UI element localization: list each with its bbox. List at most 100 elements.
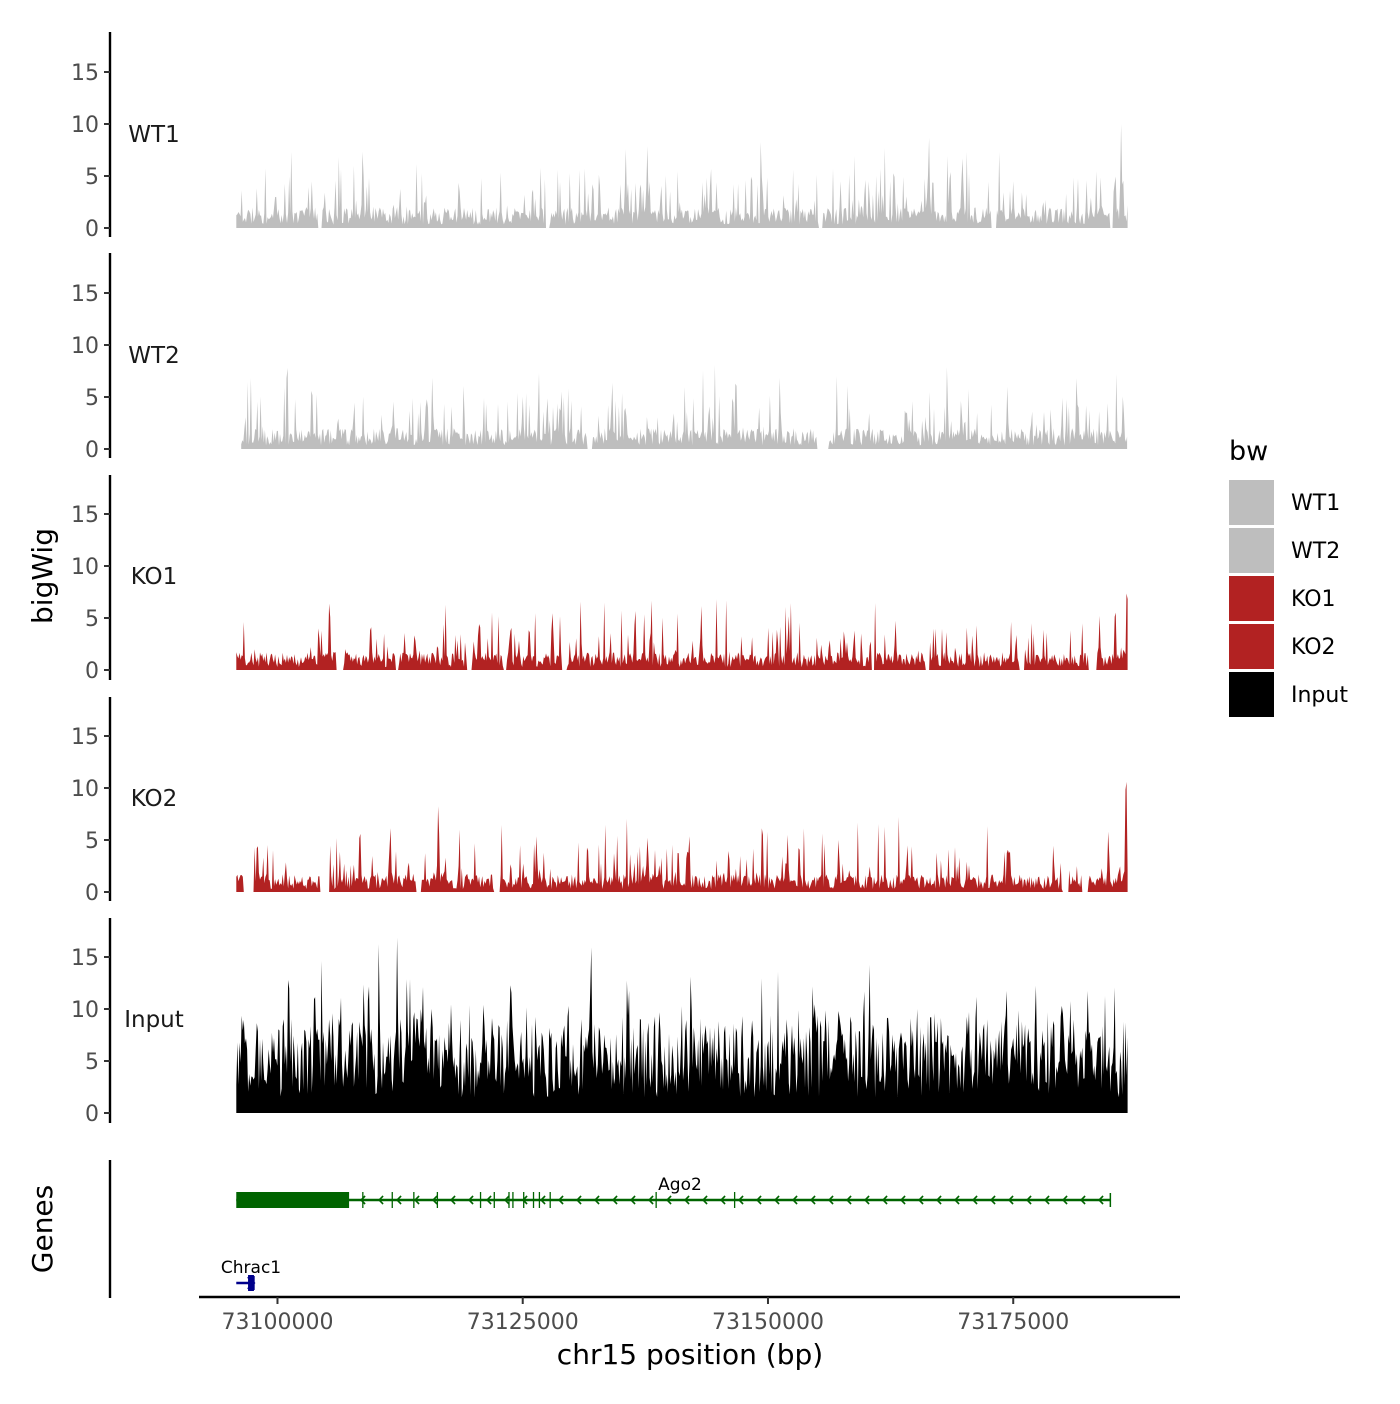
track-label-ko1: KO1 <box>131 564 178 590</box>
y-tick-label: 15 <box>71 725 99 750</box>
legend-swatch <box>1229 624 1274 669</box>
strand-arrow <box>683 1195 690 1205</box>
strand-arrow <box>629 1195 636 1205</box>
strand-arrow <box>1061 1195 1068 1205</box>
strand-arrow <box>935 1195 942 1205</box>
strand-arrow <box>881 1195 888 1205</box>
strand-arrow <box>719 1195 726 1205</box>
strand-arrow <box>845 1195 852 1205</box>
strand-arrow <box>989 1195 996 1205</box>
strand-arrow <box>539 1195 546 1205</box>
strand-arrow <box>611 1195 618 1205</box>
strand-arrow <box>359 1195 366 1205</box>
y-tick-label: 15 <box>71 503 99 528</box>
y-tick-label: 10 <box>71 555 99 580</box>
track-ko2: 0 5 10 15 KO2 <box>71 697 1128 906</box>
legend-label: WT1 <box>1291 491 1340 516</box>
track-label-input: Input <box>124 1007 184 1033</box>
legend-item-ko2: KO2 <box>1229 624 1336 669</box>
y-tick-label: 5 <box>85 607 99 632</box>
track-label-wt2: WT2 <box>128 343 179 369</box>
strand-arrow <box>647 1195 654 1205</box>
y-tick-label: 5 <box>85 1050 99 1075</box>
x-axis: 73100000 73125000 73150000 73175000 <box>199 1295 1180 1335</box>
strand-arrow <box>503 1195 510 1205</box>
y-tick-label: 15 <box>71 61 99 86</box>
legend-item-input: Input <box>1229 672 1348 717</box>
y-tick-label: 0 <box>85 217 99 242</box>
legend-swatch <box>1229 528 1274 573</box>
legend-swatch <box>1229 576 1274 621</box>
strand-arrow <box>755 1195 762 1205</box>
strand-arrow <box>521 1195 528 1205</box>
strand-arrow <box>575 1195 582 1205</box>
strand-arrow <box>413 1195 420 1205</box>
strand-arrow <box>467 1195 474 1205</box>
legend-label: KO2 <box>1291 635 1336 660</box>
gene-thick-exon <box>236 1192 350 1208</box>
coverage-area-wt1 <box>236 124 1128 228</box>
y-tick-label: 0 <box>85 438 99 463</box>
track-label-wt1: WT1 <box>128 122 179 148</box>
legend: bw WT1 WT2 KO1 KO2 Input <box>1229 436 1348 717</box>
gene-label-ago2: Ago2 <box>658 1175 702 1195</box>
coverage-area-wt2 <box>241 364 1128 449</box>
strand-arrow <box>863 1195 870 1205</box>
strand-arrow <box>665 1195 672 1205</box>
strand-arrow <box>431 1195 438 1205</box>
y-tick-label: 0 <box>85 881 99 906</box>
x-axis-title: chr15 position (bp) <box>557 1338 823 1371</box>
coverage-area-input <box>236 937 1128 1113</box>
y-tick-label: 5 <box>85 829 99 854</box>
legend-label: WT2 <box>1291 539 1340 564</box>
gene-ago2: Ago2 <box>236 1175 1112 1208</box>
strand-arrow <box>701 1195 708 1205</box>
legend-item-ko1: KO1 <box>1229 576 1336 621</box>
strand-arrow <box>1097 1195 1104 1205</box>
gene-chrac1: Chrac1 <box>221 1258 281 1291</box>
strand-arrow <box>1007 1195 1014 1205</box>
y-tick-label: 5 <box>85 165 99 190</box>
strand-arrow <box>809 1195 816 1205</box>
strand-arrow <box>247 1276 256 1290</box>
gene-track: Ago2 Chrac1 <box>108 1160 1112 1298</box>
y-tick-label: 5 <box>85 386 99 411</box>
x-tick-label: 73125000 <box>467 1310 579 1335</box>
legend-item-wt2: WT2 <box>1229 528 1340 573</box>
y-tick-label: 10 <box>71 334 99 359</box>
track-ko1: 0 5 10 15 KO1 <box>71 475 1128 684</box>
y-tick-label: 0 <box>85 659 99 684</box>
coverage-area-ko1 <box>236 593 1128 670</box>
legend-item-wt1: WT1 <box>1229 480 1340 525</box>
gene-label-chrac1: Chrac1 <box>221 1258 281 1278</box>
strand-arrow <box>737 1195 744 1205</box>
strand-arrow <box>593 1195 600 1205</box>
legend-swatch <box>1229 672 1274 717</box>
strand-arrow <box>449 1195 456 1205</box>
strand-arrow <box>377 1195 384 1205</box>
track-wt1: 0 5 10 15 WT1 <box>71 32 1128 242</box>
strand-arrow <box>971 1195 978 1205</box>
strand-arrow <box>1043 1195 1050 1205</box>
legend-title: bw <box>1229 436 1268 467</box>
y-tick-label: 15 <box>71 946 99 971</box>
strand-arrow <box>827 1195 834 1205</box>
legend-label: Input <box>1291 683 1348 708</box>
y-tick-label: 10 <box>71 998 99 1023</box>
strand-arrow <box>485 1195 492 1205</box>
x-tick-label: 73150000 <box>712 1310 824 1335</box>
strand-arrow <box>557 1195 564 1205</box>
gene-thick-exon <box>248 1275 254 1291</box>
strand-arrow <box>917 1195 924 1205</box>
strand-arrow <box>791 1195 798 1205</box>
y-tick-label: 15 <box>71 282 99 307</box>
strand-arrow <box>953 1195 960 1205</box>
y-tick-label: 10 <box>71 777 99 802</box>
x-tick-label: 73175000 <box>957 1310 1069 1335</box>
y-axis-title-genes: Genes <box>26 1185 59 1273</box>
strand-arrow <box>773 1195 780 1205</box>
strand-arrow <box>395 1195 402 1205</box>
x-tick-label: 73100000 <box>221 1310 333 1335</box>
